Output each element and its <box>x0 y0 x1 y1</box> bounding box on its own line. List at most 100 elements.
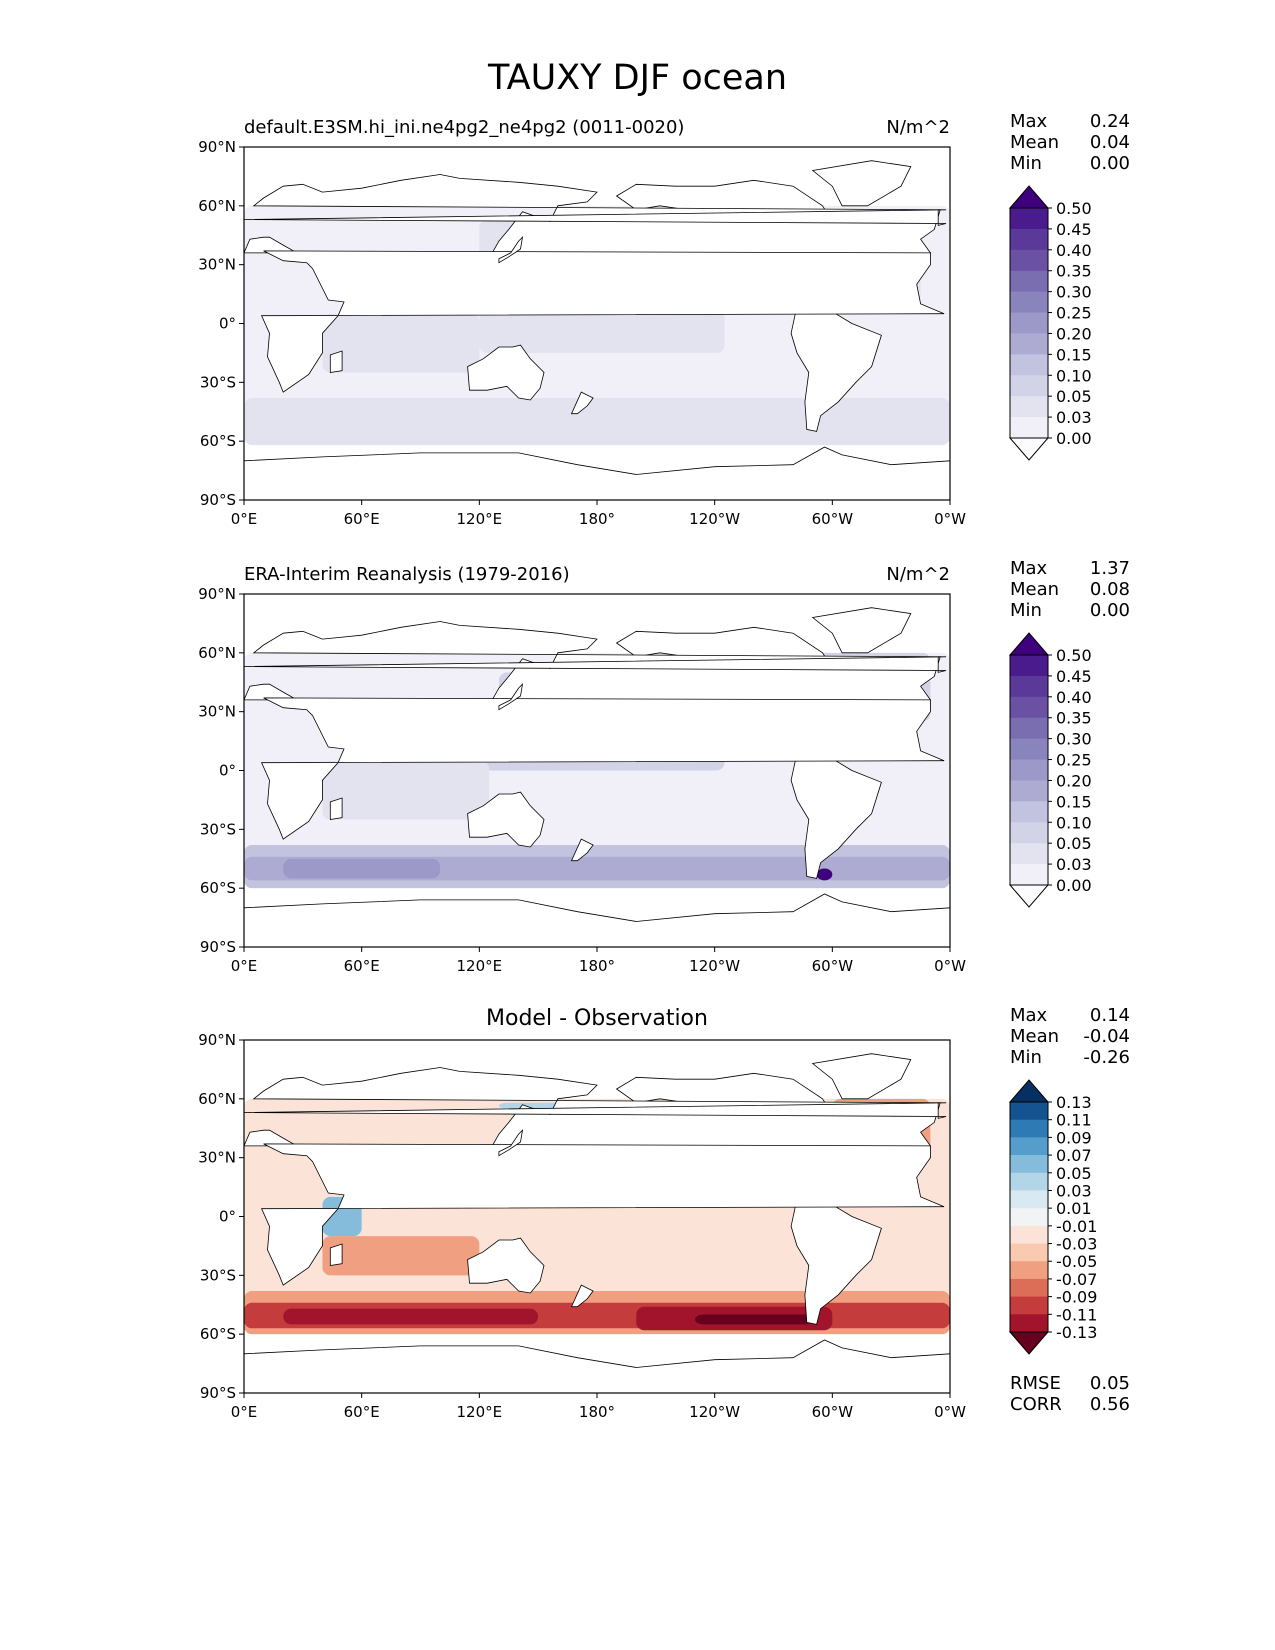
colorbar-band <box>1010 759 1048 781</box>
lat-tick-label: 30°N <box>198 256 236 274</box>
contour-region <box>322 760 490 820</box>
colorbar-band <box>1010 1102 1048 1121</box>
colorbar-tick-label: 0.11 <box>1056 1111 1092 1130</box>
coastline-uk <box>244 1102 947 1119</box>
lon-tick-label: 120°E <box>457 1403 503 1421</box>
panel2-title: ERA-Interim Reanalysis (1979-2016) <box>244 564 570 585</box>
lon-tick-label: 0°E <box>231 957 258 975</box>
contour-region <box>695 1314 813 1325</box>
colorbar-band <box>1010 1278 1048 1298</box>
lon-tick-label: 0°W <box>934 957 966 975</box>
panel2-min-label: Min <box>1010 600 1042 621</box>
coastline-africa <box>260 250 945 393</box>
colorbar-band <box>1010 1208 1048 1227</box>
coastline-australia <box>467 791 545 848</box>
panel1-min-label: Min <box>1010 153 1042 174</box>
lon-tick-label: 60°E <box>344 957 380 975</box>
colorbar-tick-label: 0.20 <box>1056 324 1092 343</box>
colorbar-band <box>1010 208 1048 230</box>
colorbar-tick-label: 0.03 <box>1056 855 1092 874</box>
coastline-australia <box>467 1237 545 1294</box>
colorbar-tick-label: 0.07 <box>1056 1146 1092 1165</box>
colorbar-frame <box>1009 207 1049 439</box>
lat-tick-label: 90°S <box>200 1384 236 1402</box>
colorbar-band <box>1010 696 1048 719</box>
map-panel-2: 90°N 60°N 30°N 0° 30°S 60°S 90°S0°E 60°E 120°E 18… <box>198 585 1091 975</box>
field-layer-1 <box>244 160 950 500</box>
field-layer-3 <box>244 1053 950 1393</box>
colorbar-tick-label: 0.05 <box>1056 834 1092 853</box>
coastline-new-zealand <box>570 1284 594 1308</box>
colorbar-band <box>1010 1119 1048 1138</box>
colorbar-tick-label: 0.01 <box>1056 1199 1092 1218</box>
colorbar-band <box>1010 843 1048 865</box>
colorbar-band <box>1010 822 1048 844</box>
contour-region <box>322 1236 480 1276</box>
field-layer-2 <box>244 607 950 947</box>
coastline-antarctica <box>244 893 950 947</box>
panel1-min-value: 0.00 <box>1089 153 1130 174</box>
colorbar-band <box>1010 417 1048 439</box>
panel3-min-value: -0.26 <box>1083 1047 1130 1068</box>
lat-tick-label: 90°S <box>200 938 236 956</box>
lat-tick-label: 0° <box>219 1208 236 1226</box>
panel3-title: Model - Observation <box>486 1006 708 1031</box>
colorbar-2: 0.50 0.45 0.40 0.35 0.30 0.250.20 0.15 0.10 0.05… <box>1008 632 1092 908</box>
colorbar-band <box>1010 1137 1048 1156</box>
lat-tick-label: 60°S <box>200 1325 236 1343</box>
panel1-units: N/m^2 <box>886 117 950 138</box>
figure-title: TAUXY DJF ocean <box>487 58 788 98</box>
colorbar-extend-min <box>1008 437 1050 461</box>
colorbar-band <box>1010 333 1048 355</box>
colorbar-tick-label: 0.25 <box>1056 304 1092 323</box>
coastline-japan <box>498 236 524 264</box>
panel2-max-value: 1.37 <box>1089 558 1130 579</box>
colorbar-band <box>1010 655 1048 677</box>
lat-tick-label: 30°N <box>198 1149 236 1167</box>
lon-tick-label: 60°W <box>812 510 854 528</box>
colorbar-tick-label: -0.11 <box>1056 1305 1097 1324</box>
panel3-min-label: Min <box>1010 1047 1042 1068</box>
coastline-uk <box>244 209 947 226</box>
coastline-new-zealand <box>570 838 594 862</box>
coastline-madagascar <box>329 1243 343 1266</box>
colorbar-tick-label: 0.15 <box>1056 345 1092 364</box>
coastline-south-america <box>790 748 882 879</box>
colorbar-tick-label: 0.13 <box>1056 1093 1092 1112</box>
panel1-max-value: 0.24 <box>1089 111 1130 132</box>
lat-tick-label: 60°S <box>200 879 236 897</box>
colorbar-band <box>1010 717 1048 740</box>
coastline-japan <box>498 1129 524 1157</box>
colorbar-band <box>1010 354 1048 376</box>
coastline-greenland <box>811 607 912 654</box>
panel3-corr-label: CORR <box>1010 1394 1062 1415</box>
colorbar-tick-label: 0.15 <box>1056 792 1092 811</box>
colorbar-band <box>1010 864 1048 886</box>
panel1-mean-value: 0.04 <box>1089 132 1130 153</box>
panel3-rmse-value: 0.05 <box>1089 1373 1130 1394</box>
lat-tick-label: 60°S <box>200 432 236 450</box>
colorbar-band <box>1010 396 1048 418</box>
colorbar-extend-max <box>1008 185 1050 209</box>
colorbar-band <box>1010 1155 1048 1174</box>
lon-tick-label: 180° <box>579 1403 615 1421</box>
lat-tick-label: 30°S <box>200 373 236 391</box>
panel3-mean-label: Mean <box>1010 1026 1060 1047</box>
colorbar-1: 0.50 0.45 0.40 0.35 0.30 0.250.20 0.15 0.10 0.05… <box>1008 185 1092 461</box>
coastline-south-america <box>790 1194 882 1325</box>
colorbar-band <box>1010 1261 1048 1280</box>
coastline-africa <box>260 1143 945 1286</box>
lat-tick-label: 30°N <box>198 703 236 721</box>
colorbar-tick-label: 0.25 <box>1056 751 1092 770</box>
panel2-max-label: Max <box>1010 558 1048 579</box>
lat-tick-label: 30°S <box>200 820 236 838</box>
lat-tick-label: 60°N <box>198 197 236 215</box>
lat-tick-label: 0° <box>219 315 236 333</box>
colorbar-tick-label: 0.10 <box>1056 366 1092 385</box>
colorbar-band <box>1010 1172 1048 1191</box>
colorbar-tick-label: 0.35 <box>1056 709 1092 728</box>
colorbar-frame <box>1009 654 1049 886</box>
colorbar-tick-label: 0.09 <box>1056 1128 1092 1147</box>
coastline-new-zealand <box>570 391 594 415</box>
